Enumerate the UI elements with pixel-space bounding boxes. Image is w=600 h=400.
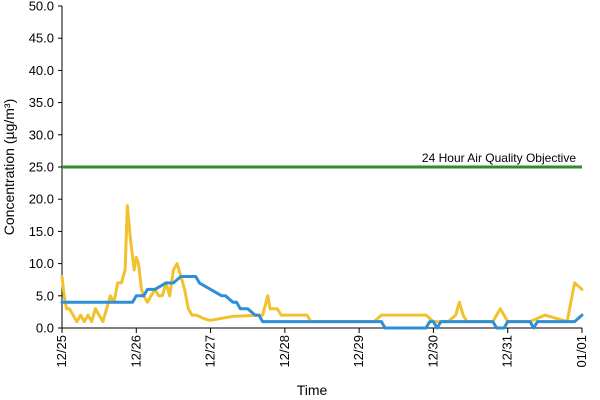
x-tick-label: 12/28 <box>277 335 292 368</box>
x-tick-label: 12/25 <box>54 335 69 368</box>
y-tick-label: 35.0 <box>29 95 54 110</box>
x-axis-title: Time <box>297 382 328 398</box>
x-tick-label: 12/30 <box>425 335 440 368</box>
series-line-1 <box>60 204 584 324</box>
y-tick-label: 40.0 <box>29 63 54 78</box>
series-line-2 <box>60 275 584 330</box>
x-tick-label: 12/29 <box>351 335 366 368</box>
y-tick-label: 45.0 <box>29 31 54 46</box>
x-tick-label: 12/31 <box>500 335 515 368</box>
y-tick-label: 0.0 <box>36 321 54 336</box>
y-tick-label: 50.0 <box>29 0 54 14</box>
y-tick-label: 20.0 <box>29 192 54 207</box>
y-tick-label: 5.0 <box>36 288 54 303</box>
y-tick-label: 10.0 <box>29 256 54 271</box>
x-tick-label: 12/26 <box>128 335 143 368</box>
y-tick-label: 15.0 <box>29 224 54 239</box>
x-tick-label: 01/01 <box>574 335 589 368</box>
y-axis-title: Concentration (µg/m³) <box>1 99 17 235</box>
y-tick-label: 25.0 <box>29 160 54 175</box>
x-tick-label: 12/27 <box>203 335 218 368</box>
objective-label: 24 Hour Air Quality Objective <box>422 151 576 165</box>
y-tick-label: 30.0 <box>29 127 54 142</box>
